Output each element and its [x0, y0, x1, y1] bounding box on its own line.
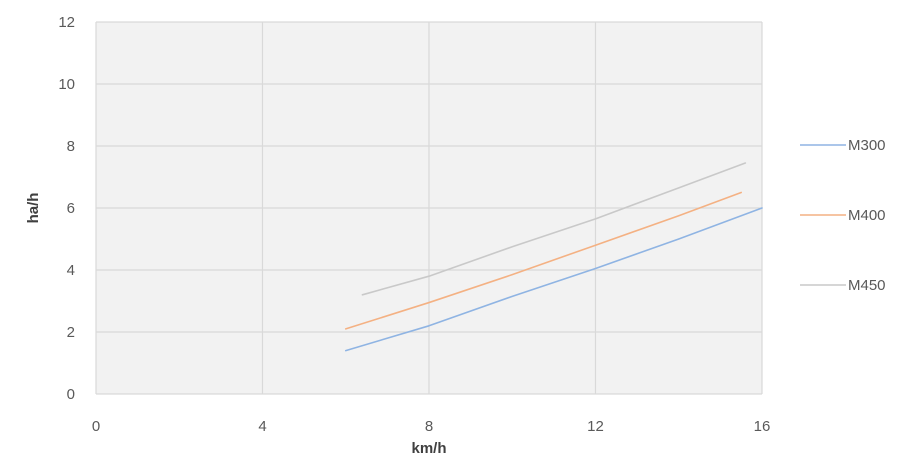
x-tick-label: 8 [425, 418, 433, 435]
y-tick-label: 0 [67, 386, 75, 403]
legend: M300 M400 M450 [800, 137, 886, 294]
x-tick-label: 12 [587, 418, 604, 435]
legend-item-m300: M300 [800, 137, 886, 154]
y-axis-title: ha/h [25, 193, 42, 224]
x-axis-tick-labels: 0 4 8 12 16 [92, 418, 771, 435]
legend-label: M400 [848, 207, 886, 224]
y-tick-label: 10 [58, 76, 75, 93]
y-tick-label: 2 [67, 324, 75, 341]
x-axis-title: km/h [411, 440, 446, 457]
y-axis-tick-labels: 0 2 4 6 8 10 12 [58, 14, 75, 403]
y-tick-label: 4 [67, 262, 75, 279]
x-tick-label: 4 [258, 418, 266, 435]
y-tick-label: 6 [67, 200, 75, 217]
x-tick-label: 0 [92, 418, 100, 435]
y-tick-label: 12 [58, 14, 75, 31]
legend-label: M300 [848, 137, 886, 154]
y-tick-label: 8 [67, 138, 75, 155]
legend-item-m450: M450 [800, 277, 886, 294]
x-tick-label: 16 [754, 418, 771, 435]
legend-item-m400: M400 [800, 207, 886, 224]
legend-label: M450 [848, 277, 886, 294]
